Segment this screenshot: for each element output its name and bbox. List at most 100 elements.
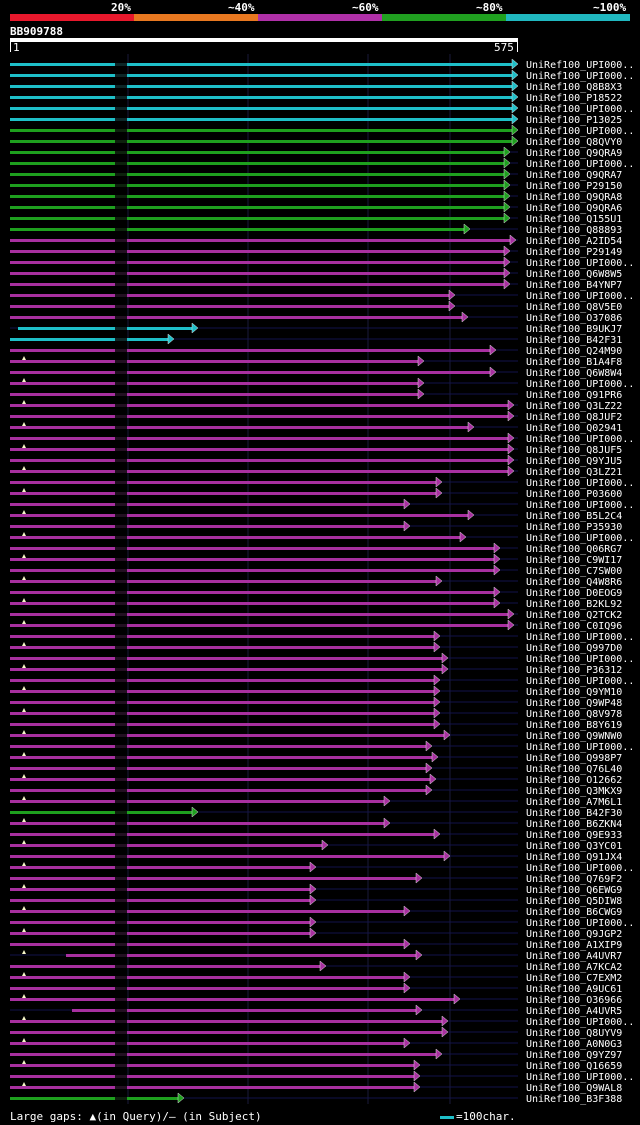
hit-label[interactable]: UniRef100_A4UVR7 [526,951,622,962]
hit-label[interactable]: UniRef100_Q9WP48 [526,698,622,709]
alignment-row[interactable]: UniRef100_UPI000.. [10,531,634,544]
alignment-row[interactable]: UniRef100_P36312 [10,663,622,676]
hit-label[interactable]: UniRef100_Q9QRA6 [526,203,622,214]
alignment-row[interactable]: UniRef100_UPI000.. [10,861,634,874]
hit-label[interactable]: UniRef100_Q24M90 [526,346,622,357]
alignment-row[interactable]: UniRef100_B4YNP7 [10,278,622,291]
hit-label[interactable]: UniRef100_UPI000.. [526,434,634,445]
hit-label[interactable]: UniRef100_Q8UYV9 [526,1028,622,1039]
alignment-row[interactable]: UniRef100_Q9QRA6 [10,201,622,214]
alignment-row[interactable]: UniRef100_Q769F2 [10,872,622,885]
hit-label[interactable]: UniRef100_P03600 [526,489,622,500]
hit-label[interactable]: UniRef100_C7EXM2 [526,973,622,984]
alignment-row[interactable]: UniRef100_UPI000.. [10,498,634,511]
hit-label[interactable]: UniRef100_B42F30 [526,808,622,819]
alignment-row[interactable]: UniRef100_B3F388 [10,1092,622,1105]
alignment-row[interactable]: UniRef100_UPI000.. [10,630,634,643]
hit-label[interactable]: UniRef100_Q9YJU5 [526,456,622,467]
alignment-row[interactable]: UniRef100_Q3YC01 [10,839,622,852]
hit-label[interactable]: UniRef100_P13025 [526,115,622,126]
alignment-row[interactable]: UniRef100_O36966 [10,993,622,1006]
hit-label[interactable]: UniRef100_Q997D0 [526,643,622,654]
hit-label[interactable]: UniRef100_B4YNP7 [526,280,622,291]
alignment-row[interactable]: UniRef100_Q997D0 [10,641,622,654]
hit-label[interactable]: UniRef100_C7SW00 [526,566,622,577]
hit-label[interactable]: UniRef100_UPI000.. [526,1072,634,1083]
alignment-row[interactable]: UniRef100_UPI000.. [10,58,634,71]
hit-label[interactable]: UniRef100_Q155U1 [526,214,622,225]
alignment-row[interactable]: UniRef100_Q24M90 [10,344,622,357]
alignment-row[interactable]: UniRef100_Q02941 [10,421,622,434]
alignment-row[interactable]: UniRef100_Q5DIW8 [10,894,622,907]
alignment-row[interactable]: UniRef100_C0IQ96 [10,619,622,632]
hit-label[interactable]: UniRef100_UPI000.. [526,742,634,753]
hit-label[interactable]: UniRef100_Q16659 [526,1061,622,1072]
alignment-row[interactable]: UniRef100_B1A4F8 [10,355,622,368]
hit-label[interactable]: UniRef100_Q91PR6 [526,390,622,401]
hit-label[interactable]: UniRef100_C9WI17 [526,555,622,566]
alignment-row[interactable]: UniRef100_A4UVR7 [10,949,622,962]
alignment-row[interactable]: UniRef100_Q8V5E0 [10,300,622,313]
alignment-row[interactable]: UniRef100_A0N0G3 [10,1037,622,1050]
alignment-row[interactable]: UniRef100_Q16659 [10,1059,622,1072]
hit-label[interactable]: UniRef100_UPI000.. [526,654,634,665]
hit-label[interactable]: UniRef100_UPI000.. [526,104,634,115]
alignment-row[interactable]: UniRef100_Q998P7 [10,751,622,764]
hit-label[interactable]: UniRef100_Q998P7 [526,753,622,764]
hit-label[interactable]: UniRef100_B6CWG9 [526,907,622,918]
hit-label[interactable]: UniRef100_A4UVR5 [526,1006,622,1017]
alignment-row[interactable]: UniRef100_Q9QRA8 [10,190,622,203]
hit-label[interactable]: UniRef100_UPI000.. [526,159,634,170]
alignment-row[interactable]: UniRef100_B6CWG9 [10,905,622,918]
alignment-row[interactable]: UniRef100_Q2TCK2 [10,608,622,621]
alignment-row[interactable]: UniRef100_P18522 [10,91,622,104]
alignment-row[interactable]: UniRef100_Q8JUF5 [10,443,622,456]
alignment-row[interactable]: UniRef100_A2ID54 [10,234,622,247]
hit-label[interactable]: UniRef100_B3F388 [526,1094,622,1105]
hit-label[interactable]: UniRef100_Q8JUF2 [526,412,622,423]
hit-label[interactable]: UniRef100_UPI000.. [526,379,634,390]
alignment-row[interactable]: UniRef100_Q8V978 [10,707,622,720]
hit-label[interactable]: UniRef100_Q9WNW0 [526,731,622,742]
hit-label[interactable]: UniRef100_Q91JX4 [526,852,622,863]
alignment-row[interactable]: UniRef100_A7KCA2 [10,960,622,973]
hit-label[interactable]: UniRef100_UPI000.. [526,863,634,874]
hit-label[interactable]: UniRef100_Q9YZ97 [526,1050,622,1061]
alignment-row[interactable]: UniRef100_A7M6L1 [10,795,622,808]
alignment-row[interactable]: UniRef100_UPI000.. [10,1070,634,1083]
hit-label[interactable]: UniRef100_UPI000.. [526,1017,634,1028]
hit-label[interactable]: UniRef100_Q06RG7 [526,544,622,555]
alignment-row[interactable]: UniRef100_UPI000.. [10,476,634,489]
alignment-row[interactable]: UniRef100_P29149 [10,245,622,258]
hit-label[interactable]: UniRef100_UPI000.. [526,918,634,929]
alignment-row[interactable]: UniRef100_UPI000.. [10,674,634,687]
hit-label[interactable]: UniRef100_A1XIP9 [526,940,622,951]
hit-label[interactable]: UniRef100_Q9JGP2 [526,929,622,940]
hit-label[interactable]: UniRef100_Q769F2 [526,874,622,885]
hit-label[interactable]: UniRef100_Q3MKX9 [526,786,622,797]
alignment-row[interactable]: UniRef100_Q88893 [10,223,622,236]
hit-label[interactable]: UniRef100_Q8B8X3 [526,82,622,93]
alignment-row[interactable]: UniRef100_B9UKJ7 [10,322,622,335]
hit-label[interactable]: UniRef100_B9UKJ7 [526,324,622,335]
hit-label[interactable]: UniRef100_P36312 [526,665,622,676]
alignment-row[interactable]: UniRef100_B6ZKN4 [10,817,622,830]
alignment-row[interactable]: UniRef100_UPI000.. [10,652,634,665]
hit-label[interactable]: UniRef100_P29149 [526,247,622,258]
alignment-row[interactable]: UniRef100_O37086 [10,311,622,324]
alignment-row[interactable]: UniRef100_Q6W8W4 [10,366,622,379]
hit-label[interactable]: UniRef100_Q2TCK2 [526,610,622,621]
alignment-row[interactable]: UniRef100_P13025 [10,113,622,126]
alignment-row[interactable]: UniRef100_Q155U1 [10,212,622,225]
alignment-row[interactable]: UniRef100_Q91PR6 [10,388,622,401]
alignment-row[interactable]: UniRef100_Q6EWG9 [10,883,622,896]
alignment-row[interactable]: UniRef100_Q3LZ22 [10,399,622,412]
hit-label[interactable]: UniRef100_B6ZKN4 [526,819,622,830]
hit-label[interactable]: UniRef100_B8Y619 [526,720,622,731]
hit-label[interactable]: UniRef100_O12662 [526,775,622,786]
alignment-row[interactable]: UniRef100_B5L2C4 [10,509,622,522]
hit-label[interactable]: UniRef100_Q9WAL8 [526,1083,622,1094]
hit-label[interactable]: UniRef100_UPI000.. [526,126,634,137]
hit-label[interactable]: UniRef100_P35930 [526,522,622,533]
alignment-row[interactable]: UniRef100_C7EXM2 [10,971,622,984]
